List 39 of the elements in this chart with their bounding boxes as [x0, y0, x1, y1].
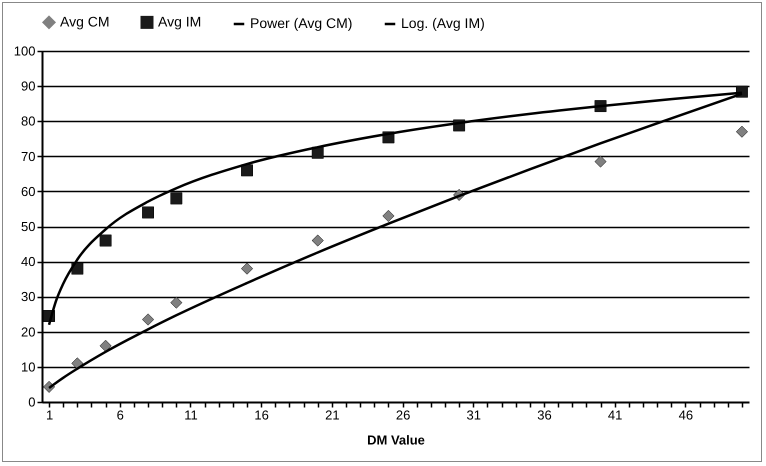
x-tick-label: 26 [396, 408, 410, 422]
x-tick-label: 36 [537, 408, 552, 422]
point [100, 340, 112, 352]
legend-label: Power (Avg CM) [250, 15, 352, 31]
point [142, 314, 154, 326]
y-tick-label: 60 [21, 184, 36, 199]
x-tick-label: 11 [184, 408, 198, 422]
x-tick-label: 16 [254, 408, 269, 422]
x-tick-label: 21 [325, 408, 340, 422]
point [382, 210, 394, 222]
legend-label: Avg IM [158, 13, 202, 30]
point [736, 126, 748, 138]
legend-label: Log. (Avg IM) [401, 15, 485, 31]
y-tick-label: 80 [21, 114, 36, 129]
y-tick-label: 0 [28, 394, 36, 410]
y-tick-label: 10 [21, 359, 36, 374]
point [71, 357, 84, 370]
point [100, 234, 112, 246]
point [142, 206, 154, 218]
point [170, 296, 182, 309]
x-tick-label: 46 [678, 408, 694, 422]
legend-label: Avg CM [60, 13, 110, 30]
y-tick-label: 90 [21, 78, 36, 94]
y-tick-label: 100 [14, 44, 36, 58]
y-tick-label: 30 [21, 289, 36, 304]
point [241, 164, 253, 176]
point [241, 262, 253, 275]
x-tick-label: 41 [608, 408, 622, 422]
y-tick-label: 50 [21, 219, 36, 234]
x-tick-label: 6 [116, 408, 124, 422]
y-tick-label: 70 [21, 148, 36, 164]
point [312, 234, 324, 246]
y-tick-label: 40 [21, 254, 36, 270]
x-tick-label: 31 [466, 408, 482, 422]
y-tick-label: 20 [21, 324, 36, 340]
point [594, 156, 606, 168]
x-tick-label: 1 [46, 408, 54, 422]
x-axis-title: DM Value [367, 432, 425, 448]
point [170, 192, 182, 204]
